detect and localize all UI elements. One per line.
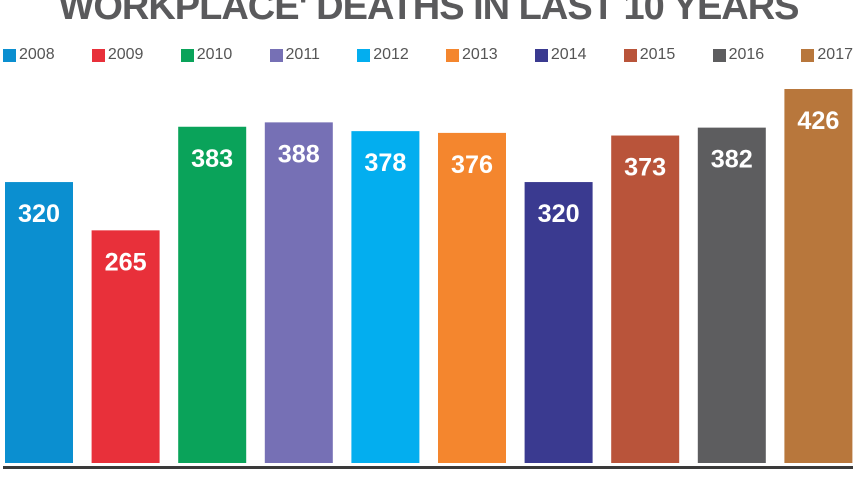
legend-swatch	[357, 48, 371, 62]
legend-item-2013: 2013	[446, 46, 498, 64]
data-label-2008: 320	[18, 200, 60, 228]
data-label-2009: 265	[105, 248, 147, 276]
legend-label: 2014	[550, 46, 587, 63]
legend-label: 2016	[728, 46, 765, 63]
data-label-2015: 373	[624, 154, 666, 182]
x-axis-line	[3, 466, 853, 469]
bar-2010	[178, 126, 247, 464]
legend-item-2009: 2009	[91, 46, 144, 64]
chart-title: WORKPLACE' DEATHS IN LAST 10 YEARS	[58, 0, 799, 28]
legend-label: 2011	[285, 46, 320, 63]
bar-2014	[524, 182, 593, 463]
legend-label: 2008	[19, 46, 55, 63]
legend-swatch	[180, 48, 194, 62]
legend-swatch	[269, 48, 283, 62]
data-label-2016: 382	[711, 146, 753, 174]
bar-2011	[264, 122, 333, 463]
legend-item-2014: 2014	[534, 46, 587, 64]
legend-label: 2009	[107, 46, 144, 63]
legend-item-2015: 2015	[623, 46, 676, 64]
legend-label: 2010	[196, 46, 233, 63]
bar-2016	[697, 127, 766, 464]
legend-label: 2017	[817, 46, 853, 63]
legend-item-2010: 2010	[180, 46, 233, 64]
data-label-2017: 426	[797, 107, 839, 135]
bar-2009	[91, 230, 160, 463]
bar-2015	[611, 135, 680, 463]
legend-swatch	[534, 48, 548, 62]
legend-item-2008: 2008	[3, 46, 55, 64]
bar-2008	[5, 182, 73, 463]
bar-2012	[351, 131, 420, 463]
legend-swatch	[712, 48, 726, 62]
legend-label: 2013	[462, 46, 498, 63]
legend-item-2012: 2012	[357, 46, 409, 64]
bar-2017	[784, 89, 853, 463]
data-label-2013: 376	[451, 151, 493, 179]
legend-item-2017: 2017	[801, 46, 853, 64]
legend: 2008 2009 2010 2011 2012 2013 2014 2015 2016 2017	[3, 46, 853, 64]
legend-item-2016: 2016	[712, 46, 765, 64]
legend-swatch	[623, 48, 637, 62]
legend-label: 2012	[373, 46, 409, 63]
data-label-2012: 378	[364, 149, 406, 177]
legend-swatch	[91, 48, 105, 62]
legend-swatch	[446, 48, 460, 62]
data-label-2011: 388	[278, 140, 320, 168]
legend-swatch	[801, 48, 815, 62]
legend-item-2011: 2011	[269, 46, 320, 64]
data-label-2010: 383	[191, 145, 233, 173]
bar-2013	[438, 132, 506, 463]
legend-label: 2015	[639, 46, 676, 63]
legend-swatch	[3, 48, 16, 62]
data-label-2014: 320	[538, 200, 580, 228]
